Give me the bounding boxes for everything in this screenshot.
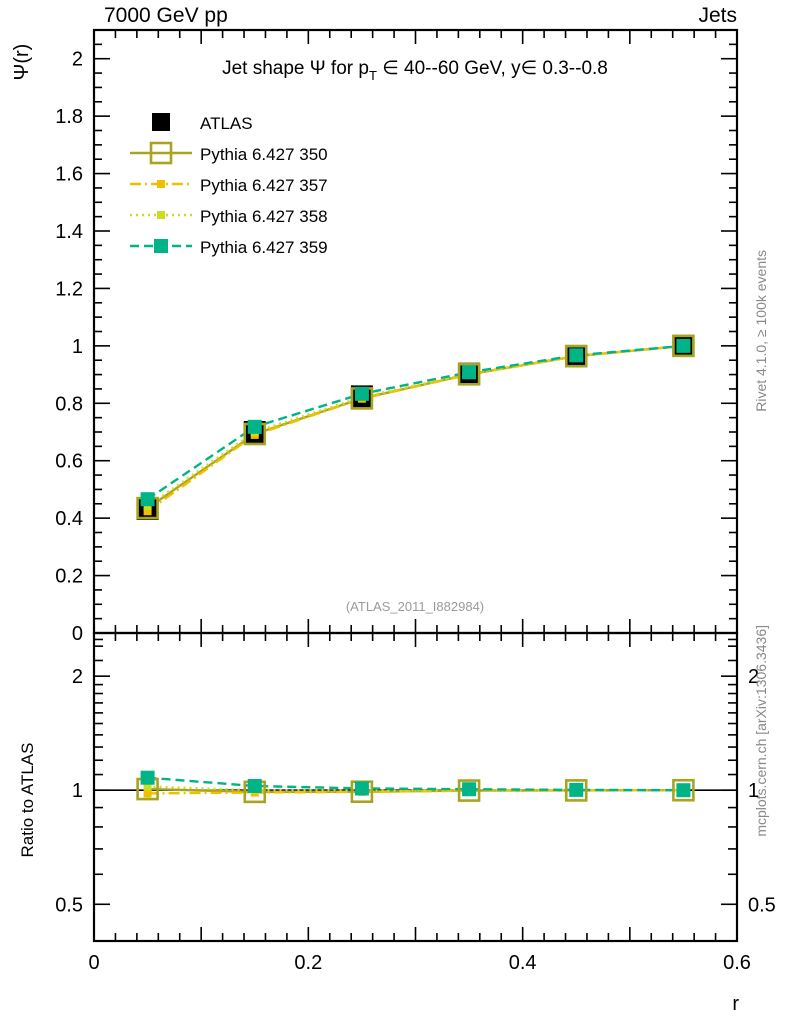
svg-text:0.4: 0.4 — [509, 952, 537, 974]
legend-entry: Pythia 6.427 357 — [130, 176, 328, 195]
svg-text:0.5: 0.5 — [748, 894, 776, 916]
svg-text:0.5: 0.5 — [55, 894, 83, 916]
header-left: 7000 GeV pp — [104, 4, 228, 27]
header-right: Jets — [698, 4, 737, 27]
legend-entry: Pythia 6.427 359 — [130, 238, 328, 257]
svg-text:1: 1 — [748, 780, 759, 802]
legend-entry: ATLAS — [152, 113, 253, 133]
svg-text:0.2: 0.2 — [294, 952, 322, 974]
plot-title: Jet shape Ψ for pT ∈ 40--60 GeV, y∈ 0.3-… — [222, 58, 608, 83]
legend-label: Pythia 6.427 359 — [200, 238, 328, 257]
legend-entry: Pythia 6.427 350 — [130, 141, 328, 165]
side-text-mcplots: mcplots.cern.ch [arXiv:1306.3436] — [753, 625, 769, 837]
ratio-y-axis-label: Ratio to ATLAS — [18, 743, 37, 858]
watermark: (ATLAS_2011_I882984) — [346, 599, 484, 614]
side-text-rivet: Rivet 4.1.0, ≥ 100k events — [753, 250, 769, 412]
svg-text:0.6: 0.6 — [723, 952, 751, 974]
svg-text:1.4: 1.4 — [55, 221, 83, 243]
y-axis-label: Ψ(r) — [11, 44, 33, 81]
svg-text:2: 2 — [72, 666, 83, 688]
svg-text:0: 0 — [88, 952, 99, 974]
legend-label: ATLAS — [200, 114, 253, 133]
legend-label: Pythia 6.427 357 — [200, 176, 328, 195]
svg-text:0: 0 — [72, 623, 83, 645]
svg-text:0.4: 0.4 — [55, 508, 83, 530]
svg-text:2: 2 — [748, 666, 759, 688]
svg-text:1: 1 — [72, 780, 83, 802]
svg-text:1.6: 1.6 — [55, 164, 83, 186]
legend-entry: Pythia 6.427 358 — [130, 207, 328, 226]
svg-text:2: 2 — [72, 49, 83, 71]
svg-text:1.8: 1.8 — [55, 106, 83, 128]
legend-label: Pythia 6.427 358 — [200, 207, 328, 226]
svg-text:1.2: 1.2 — [55, 278, 83, 300]
x-axis-label: r — [732, 993, 739, 1015]
legend-label: Pythia 6.427 350 — [200, 145, 328, 164]
svg-text:1: 1 — [72, 336, 83, 358]
svg-text:0.2: 0.2 — [55, 566, 83, 588]
svg-text:0.8: 0.8 — [55, 393, 83, 415]
svg-text:0.6: 0.6 — [55, 451, 83, 473]
